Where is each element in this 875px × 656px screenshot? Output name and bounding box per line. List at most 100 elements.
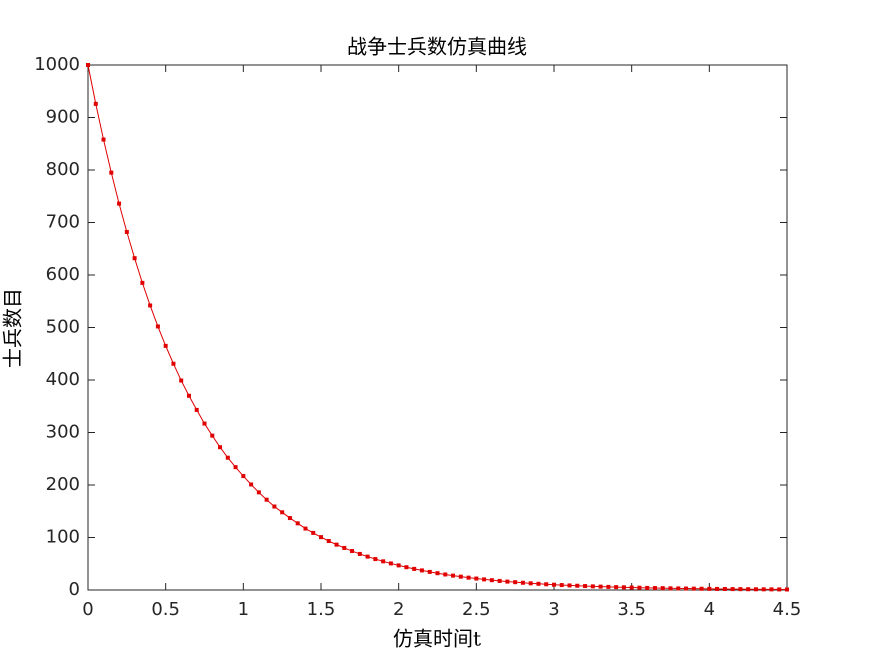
data-point [544, 582, 549, 587]
data-point [194, 407, 199, 412]
data-point [155, 324, 160, 329]
data-point [536, 581, 541, 586]
data-point [715, 586, 720, 591]
data-point [264, 497, 269, 502]
y-tick-label: 1000 [34, 54, 80, 75]
y-tick-label: 200 [46, 474, 80, 495]
x-tick-label: 3.5 [617, 599, 646, 620]
data-point [233, 465, 238, 470]
data-point [482, 577, 487, 582]
data-point [738, 587, 743, 592]
chart-title: 战争士兵数仿真曲线 [347, 35, 527, 59]
data-point [365, 554, 370, 559]
data-point [319, 535, 323, 540]
data-point [660, 586, 665, 591]
y-tick-label: 100 [46, 527, 80, 548]
data-point [621, 585, 626, 590]
data-point [357, 551, 362, 556]
data-point [598, 584, 603, 589]
data-point [210, 433, 215, 438]
data-point [443, 572, 448, 577]
data-point [753, 587, 758, 592]
data-point [140, 280, 145, 285]
x-tick-label: 3 [548, 599, 559, 620]
y-tick-label: 400 [46, 369, 80, 390]
data-point [559, 583, 564, 588]
data-point [86, 63, 90, 67]
data-point [451, 573, 456, 578]
data-point [256, 490, 261, 495]
data-point [218, 445, 223, 450]
data-point [412, 566, 417, 571]
x-tick-label: 2.5 [462, 599, 491, 620]
data-point [614, 585, 619, 590]
data-point [124, 229, 129, 234]
data-point [241, 474, 246, 479]
data-point [668, 586, 673, 591]
x-axis-label: 仿真时间t [393, 627, 481, 651]
y-tick-label: 300 [46, 422, 80, 443]
data-point [722, 587, 727, 592]
x-tick-label: 4.5 [773, 599, 802, 620]
data-point [575, 583, 580, 588]
data-point [707, 586, 712, 591]
data-point [466, 575, 471, 580]
data-point [489, 578, 494, 583]
data-point [769, 587, 774, 592]
data-point [652, 586, 657, 591]
data-point [435, 571, 440, 576]
data-point [396, 563, 401, 568]
y-tick-label: 800 [46, 159, 80, 180]
data-point [552, 582, 556, 587]
data-point [505, 579, 510, 584]
data-point [497, 578, 502, 583]
data-point [637, 585, 642, 590]
data-point [132, 256, 137, 261]
data-point [350, 549, 355, 554]
x-tick-label: 0 [82, 599, 93, 620]
data-point [785, 587, 789, 592]
x-tick-label: 1.5 [307, 599, 336, 620]
data-point [272, 504, 277, 509]
data-point [676, 586, 681, 591]
data-point [101, 137, 106, 142]
data-point [458, 574, 463, 579]
data-point [388, 561, 393, 566]
data-point [342, 545, 347, 550]
data-point [171, 361, 176, 366]
data-point [280, 510, 285, 515]
x-tick-label: 0.5 [151, 599, 180, 620]
data-point [645, 585, 650, 590]
data-point [179, 378, 184, 383]
x-tick-label: 4 [704, 599, 715, 620]
data-point [761, 587, 766, 592]
data-point [777, 587, 782, 592]
y-tick-label: 0 [69, 579, 80, 600]
plot-box [87, 64, 788, 591]
data-point [186, 393, 191, 398]
y-tick-label: 500 [46, 317, 80, 338]
y-tick-label: 700 [46, 212, 80, 233]
data-point [326, 539, 331, 544]
data-point [684, 586, 689, 591]
data-point [474, 576, 479, 581]
data-point [590, 584, 595, 589]
y-tick-label: 900 [46, 107, 80, 128]
data-point [730, 587, 735, 592]
data-point [746, 587, 751, 592]
data-point [606, 584, 611, 589]
data-point [287, 516, 292, 521]
data-point [567, 583, 572, 588]
data-point [202, 421, 207, 426]
data-point [528, 581, 533, 586]
data-point [295, 521, 300, 526]
data-point [583, 584, 588, 589]
data-point [163, 343, 168, 348]
x-tick-label: 1 [238, 599, 249, 620]
data-point [93, 101, 98, 106]
data-point [303, 526, 308, 531]
data-point [311, 530, 316, 535]
data-point [373, 557, 378, 562]
data-point [404, 565, 409, 570]
